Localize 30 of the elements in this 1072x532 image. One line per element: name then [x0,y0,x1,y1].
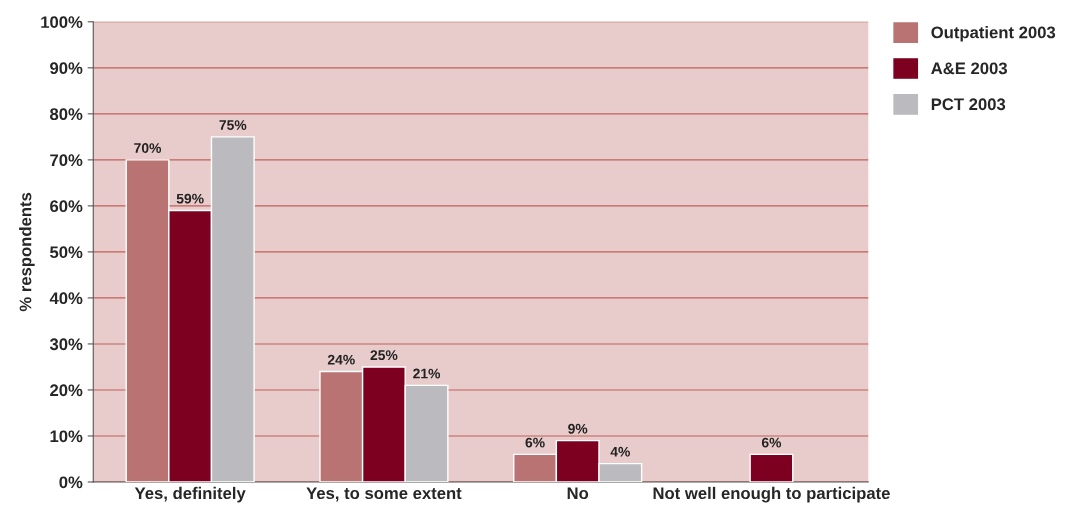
data-label: 21% [413,368,441,379]
data-label: 4% [610,446,630,457]
y-tick-label: 40% [49,292,83,305]
y-tick-label: 10% [50,430,83,443]
y-tick-label: 20% [50,384,83,397]
y-tick-label: 30% [49,338,83,351]
data-label: 6% [525,437,545,448]
data-label: 25% [370,350,398,361]
y-tick-label: 50% [50,246,83,259]
data-label: 75% [219,120,247,130]
x-tick-label: Yes, definitely [134,486,246,503]
y-tick-label: 80% [50,108,83,121]
legend-label: PCT 2003 [931,98,1006,111]
x-tick-label: Not well enough to participate [653,486,890,503]
y-tick-label: 0% [59,476,83,489]
data-label: 9% [568,423,588,434]
data-label: 59% [176,193,204,204]
y-tick-label: 60% [50,200,83,213]
bar [749,453,794,482]
y-tick-label: 90% [50,62,83,75]
legend-label: A&E 2003 [931,62,1007,75]
data-label: 70% [134,143,162,153]
data-label: 6% [761,437,782,448]
y-tick-label: 100% [41,16,83,29]
x-tick-label: Yes, to some extent [306,487,462,502]
y-tick-label: 70% [50,154,83,167]
x-tick-label: No [567,487,589,500]
y-axis-title: % respondents [19,192,35,312]
legend-label: Outpatient 2003 [931,26,1056,42]
data-label: 24% [327,354,355,365]
